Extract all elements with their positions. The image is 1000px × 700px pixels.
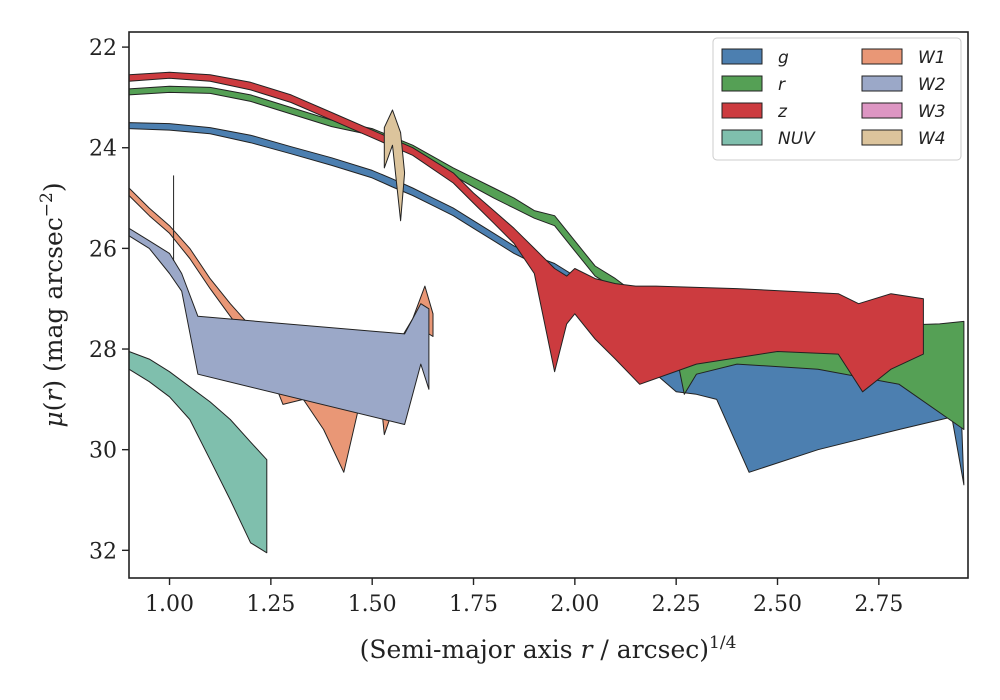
x-tick-label: 1.75 bbox=[449, 592, 498, 617]
legend-label-z: z bbox=[777, 102, 788, 122]
legend-label-w4: W4 bbox=[918, 129, 946, 149]
y-tick-label: 32 bbox=[89, 539, 117, 564]
x-axis: 1.00 1.25 1.50 1.75 2.00 2.25 2.50 2.75 bbox=[145, 578, 903, 617]
x-tick-label: 2.50 bbox=[753, 592, 802, 617]
y-tick-label: 24 bbox=[89, 137, 117, 162]
x-tick-label: 1.00 bbox=[145, 592, 194, 617]
band-g bbox=[128, 122, 965, 486]
band-w4 bbox=[383, 109, 406, 222]
x-tick-label: 2.00 bbox=[550, 592, 599, 617]
legend-label-w3: W3 bbox=[918, 102, 946, 122]
legend-label-w2: W2 bbox=[918, 75, 946, 95]
legend-swatch-g bbox=[721, 48, 763, 65]
legend-swatch-r bbox=[721, 75, 763, 92]
band-w2 bbox=[128, 227, 430, 425]
legend-label-r: r bbox=[778, 75, 786, 95]
legend-swatch-w2 bbox=[861, 75, 903, 92]
plot-frame bbox=[128, 31, 969, 579]
legend: grz NUV W1 W2 W3 W4 bbox=[712, 37, 962, 161]
band-nuv bbox=[128, 351, 268, 554]
legend-label-g: g bbox=[778, 48, 789, 68]
legend-label-nuv: NUV bbox=[778, 129, 816, 149]
x-tick-label: 2.25 bbox=[652, 592, 701, 617]
legend-swatch-w3 bbox=[861, 102, 903, 119]
legend-label-w1: W1 bbox=[918, 48, 946, 68]
y-tick-label: 26 bbox=[89, 237, 117, 262]
x-tick-label: 1.50 bbox=[348, 592, 397, 617]
band-z bbox=[128, 71, 924, 393]
x-tick-label: 2.75 bbox=[854, 592, 903, 617]
x-tick-label: 1.25 bbox=[246, 592, 295, 617]
y-tick-label: 22 bbox=[89, 36, 117, 61]
y-tick-label: 28 bbox=[89, 338, 117, 363]
legend-swatch-nuv bbox=[721, 129, 763, 146]
legend-swatch-z bbox=[721, 102, 763, 119]
y-axis-label: μ(r) (mag arcsec−2) bbox=[37, 182, 68, 427]
data-bands bbox=[128, 71, 965, 554]
y-axis: 22 24 26 28 30 32 bbox=[89, 36, 129, 564]
legend-swatch-w1 bbox=[861, 48, 903, 65]
y-tick-label: 30 bbox=[89, 439, 117, 464]
x-axis-label: (Semi-major axis r / arcsec)1/4 bbox=[360, 633, 737, 664]
legend-swatch-w4 bbox=[861, 129, 903, 146]
